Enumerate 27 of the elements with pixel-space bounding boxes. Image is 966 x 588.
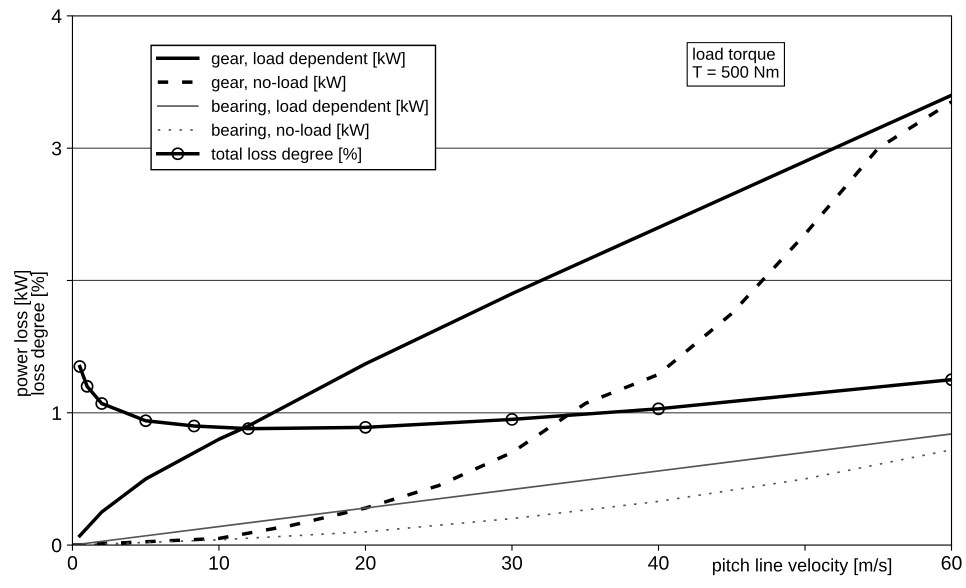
y-tick-label: 0 (52, 538, 62, 552)
legend-label: bearing, no-load [kW] (212, 124, 368, 140)
point (359, 420, 372, 434)
point (242, 422, 255, 436)
legend-label: gear, no-load [kW] (212, 76, 346, 92)
y-tick-label: 3 (52, 142, 62, 156)
annotation: load torque T = 500 Nm (692, 48, 778, 78)
x-tick-label: 30 (502, 556, 522, 570)
point (95, 397, 108, 410)
point (139, 414, 152, 428)
legend-label: gear, load dependent [kW] (212, 52, 405, 68)
x-tick-label: 0 (68, 556, 78, 570)
point (80, 380, 94, 393)
x-tick-label: 20 (356, 556, 376, 570)
x-tick-label: 10 (210, 556, 230, 570)
legend-label: total loss degree [%] (211, 148, 361, 164)
y-tick-label: 1 (52, 406, 62, 420)
legend-label: bearing, load dependent [kW] (212, 100, 428, 116)
point (506, 413, 518, 426)
x-axis-title: pitch line velocity [m/s] (712, 558, 892, 576)
point (652, 402, 665, 416)
x-tick-label: 40 (648, 556, 669, 570)
point (73, 360, 86, 373)
point (188, 420, 200, 432)
y-tick-label: 4 (52, 10, 62, 23)
x-tick-label: 60 (942, 556, 962, 570)
y-axis-title: power loss [kW] loss degree [%] (14, 270, 48, 396)
